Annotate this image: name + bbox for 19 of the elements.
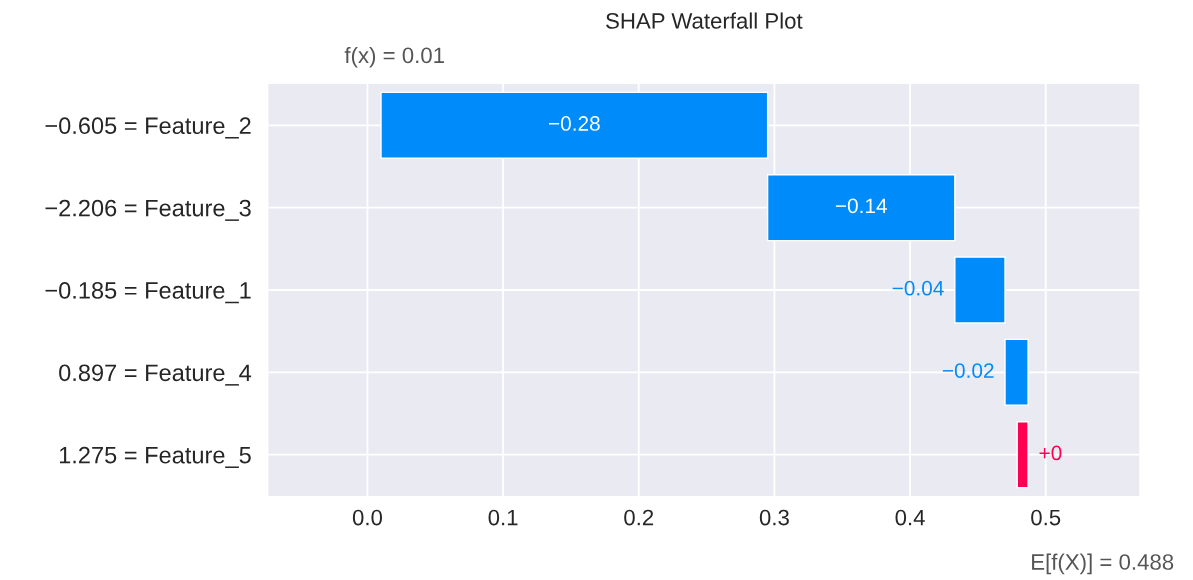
- y-tick-label: 0.897 = Feature_4: [59, 364, 252, 386]
- x-tick-label: 0.0: [352, 509, 383, 526]
- x-tick-label: 0.5: [1031, 509, 1061, 526]
- data-label: −0.04: [892, 280, 944, 296]
- text: E[f(X)] = 0.488: [1032, 553, 1174, 575]
- x-tick-label: 0.2: [624, 509, 654, 526]
- x-tick-label: 0.3: [759, 509, 789, 526]
- data-label: −0.02: [942, 363, 994, 378]
- y-tick-label: 1.275 = Feature_5: [59, 446, 251, 468]
- chart-title: SHAP Waterfall Plot: [606, 12, 803, 29]
- x-tick-label: 0.4: [895, 509, 925, 526]
- data-label: −0.14: [835, 198, 887, 214]
- y-tick-label: −2.206 = Feature_3: [45, 199, 251, 221]
- text: f(x) = 0.01: [344, 46, 444, 68]
- data-label: −0.28: [548, 116, 600, 131]
- data-label: +0: [1039, 445, 1062, 461]
- y-tick-label: −0.605 = Feature_2: [45, 117, 251, 139]
- y-tick-label: −0.185 = Feature_1: [45, 282, 251, 304]
- x-tick-label: 0.1: [488, 509, 518, 526]
